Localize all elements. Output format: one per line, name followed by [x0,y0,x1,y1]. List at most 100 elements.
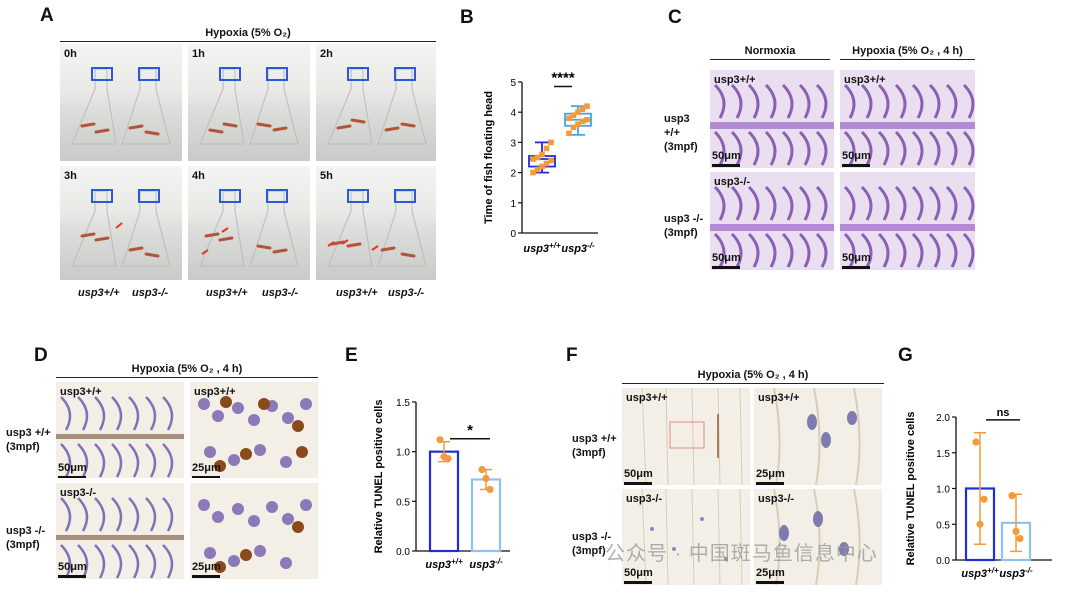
data-point [530,156,536,162]
panel-label-f: F [566,345,578,366]
data-point [566,130,572,137]
inset-label: usp3+/+ [60,386,102,398]
scale-bar: 50μm [624,567,653,584]
panel-label-a: A [40,5,54,26]
ihc-f-ko-high: usp3-/- 25μm [754,489,882,585]
scale-bar: 50μm [842,150,871,167]
x-tick-label: usp3+/+ [523,241,561,256]
y-axis-label: Time of fish floating head [483,91,495,224]
y-tick-label: 1.5 [936,449,950,460]
data-point [436,436,444,444]
genotype-label: usp3+/+ [336,287,378,299]
data-point [534,154,541,161]
data-point [539,151,545,158]
inset-label: usp3+/+ [758,392,800,404]
inset-label: usp3+/+ [714,74,756,86]
y-tick-label: 4 [510,108,516,119]
x-tick-label: usp3-/- [469,557,503,572]
he-image-wt-hypoxia: usp3+/+ 50μm [840,70,975,168]
ihc-image-wt-low: usp3+/+ 50μm [56,382,184,478]
data-point [972,438,980,446]
time-label: 2h [320,48,333,60]
photo-1h: 1h [188,44,310,161]
data-point [575,121,581,128]
data-point [543,145,550,152]
time-label: 1h [192,48,205,60]
inset-label: usp3-/- [626,493,663,505]
watermark: 公众号 · 中国斑马鱼信息中心 [605,543,878,565]
panel-d-header: Hypoxia (5% O₂ , 4 h) [56,363,318,378]
scale-bar: 50μm [712,252,741,269]
he-image-wt-normoxia: usp3+/+ 50μm [710,70,834,168]
data-point [566,115,572,122]
ihc-image-wt-high: usp3+/+ 25μm [190,382,318,478]
bar [428,450,460,553]
y-tick-label: 1.0 [396,448,410,459]
x-tick-label: usp3+/+ [425,557,463,572]
significance-label: **** [551,70,575,87]
panel-f-row-label-ko: usp3 -/- (3mpf) [572,531,612,557]
inset-label: usp3-/- [60,487,97,499]
photo-2h: 2h [316,44,436,161]
x-tick-label: usp3+/+ [961,566,999,581]
he-image-ko-normoxia: usp3-/- 50μm [710,172,834,270]
ihc-image-ko-high: 25μm [190,483,318,579]
ihc-f-wt-low: usp3+/+ 50μm [622,388,750,485]
panel-c-row-label-wt: usp3 +/+ (3mpf) [664,113,698,153]
inset-label: usp3+/+ [194,386,236,398]
data-point [534,166,541,173]
data-point [530,169,536,176]
scale-bar: 25μm [756,567,785,584]
y-tick-label: 3 [510,138,516,149]
data-point [444,455,452,463]
genotype-label: usp3-/- [262,287,299,299]
x-tick-label: usp3-/- [561,241,595,256]
scale-bar: 25μm [192,561,221,578]
y-tick-label: 0.0 [396,547,410,558]
ihc-f-ko-low: usp3-/- 50μm [622,489,750,585]
data-point [579,106,586,112]
scale-bar: 50μm [842,252,871,269]
panel-c-row-label-ko: usp3 -/- (3mpf) [664,213,704,239]
chart-b: 0 1 2 3 4 5 Time of fish floating head usp3+/+ u… [483,70,598,256]
panel-label-c: C [668,7,682,28]
y-tick-label: 1.0 [936,485,950,496]
panel-label-d: D [34,345,48,366]
he-image-ko-hypoxia: 50μm [840,172,975,270]
scale-bar: 50μm [712,150,741,167]
genotype-label: usp3+/+ [206,287,248,299]
genotype-label: usp3-/- [388,287,425,299]
significance-label: ns [997,407,1010,419]
time-label: 0h [64,48,77,60]
data-point [570,112,577,119]
y-axis-label: Relative TUNEL positive cells [373,400,385,554]
panel-c-col-header-normoxia: Normoxia [710,45,830,60]
data-point [575,109,581,115]
photo-4h: 4h [188,166,310,280]
data-point [976,520,984,528]
photo-5h: 5h [316,166,436,280]
y-tick-label: 0 [510,229,516,240]
y-tick-label: 1.5 [396,398,410,409]
data-point [570,124,577,131]
y-tick-label: 0.5 [936,520,950,531]
panel-label-g: G [898,345,913,366]
y-tick-label: 5 [510,78,516,89]
panel-f-row-label-wt: usp3 +/+ (3mpf) [572,433,617,459]
bar [470,478,502,553]
y-tick-label: 1 [510,199,516,210]
data-point [579,118,586,125]
panel-f-header: Hypoxia (5% O₂ , 4 h) [622,369,884,384]
scale-bar: 50μm [624,468,653,485]
ihc-image-ko-low: usp3-/- 50μm [56,483,184,579]
data-point [584,116,590,123]
scale-bar: 25μm [192,462,221,478]
panel-label-e: E [345,345,358,366]
y-tick-label: 2.0 [936,413,950,424]
time-label: 5h [320,170,333,182]
genotype-label: usp3+/+ [78,287,120,299]
data-point [482,474,490,483]
panel-a-header: Hypoxia (5% O₂) [60,27,436,42]
data-point [1016,534,1024,543]
data-point [1012,527,1020,535]
